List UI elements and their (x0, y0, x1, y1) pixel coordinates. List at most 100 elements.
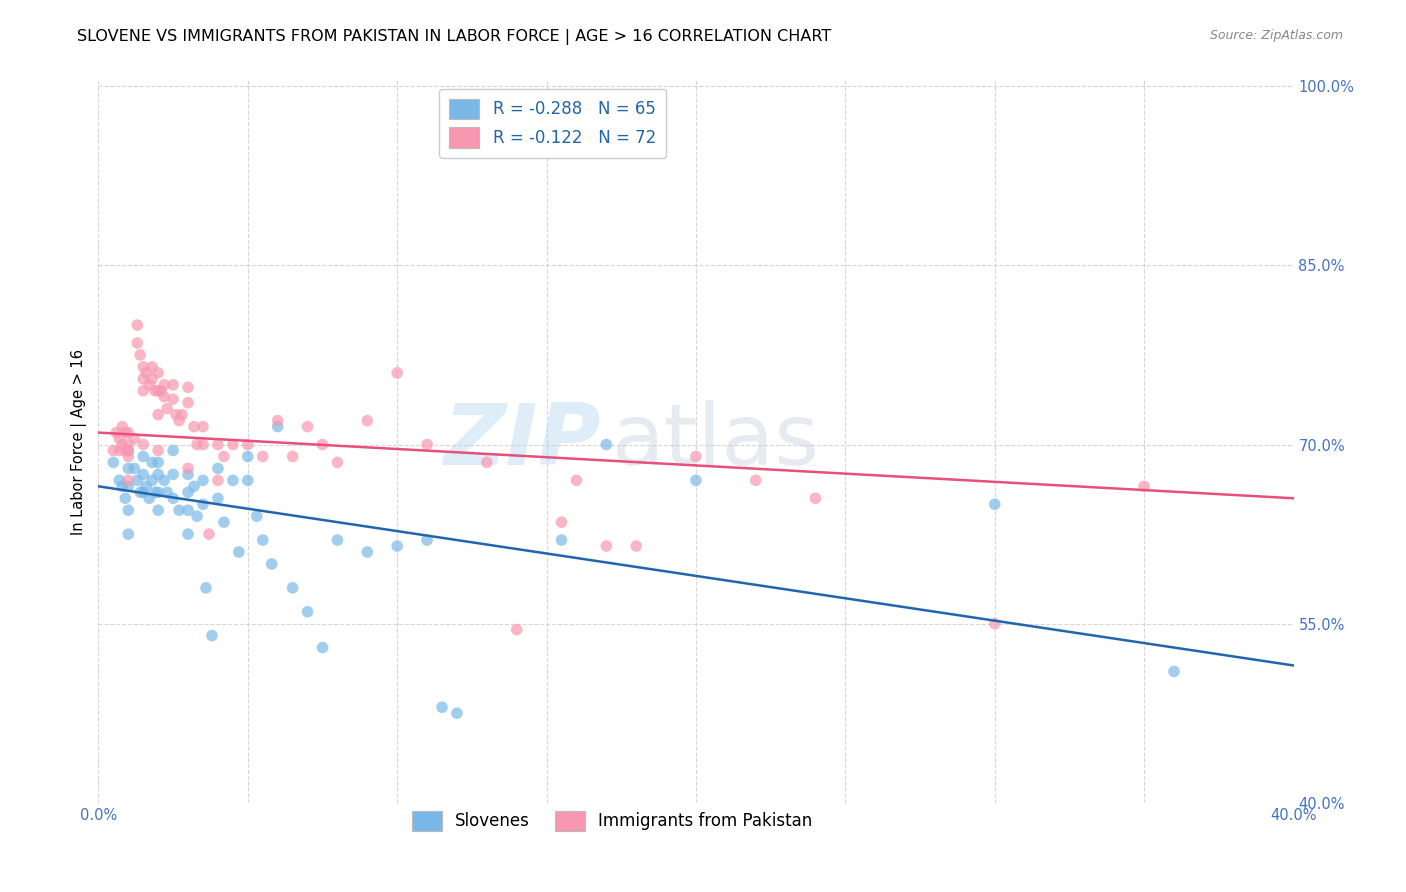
Point (111, 479, 134, 493)
Point (114, 491, 136, 506)
Point (416, 533, 439, 547)
Point (162, 491, 184, 506)
Point (195, 581, 218, 595)
Point (127, 474, 149, 488)
Point (162, 377, 184, 392)
Point (326, 533, 349, 547)
Point (222, 474, 245, 488)
Point (506, 623, 529, 637)
Point (108, 432, 131, 446)
Point (550, 533, 572, 547)
Point (550, 515, 572, 529)
Point (207, 474, 229, 488)
Point (114, 443, 136, 458)
Point (117, 503, 139, 517)
Point (177, 485, 200, 500)
Point (117, 461, 139, 475)
Point (141, 372, 163, 386)
Point (183, 479, 205, 493)
Point (267, 419, 290, 434)
Point (132, 467, 155, 482)
Point (111, 437, 134, 451)
Point (148, 366, 170, 380)
Point (167, 503, 190, 517)
Point (191, 474, 214, 488)
Point (745, 474, 768, 488)
Point (356, 545, 378, 559)
Point (191, 437, 214, 451)
Point (167, 414, 190, 428)
Point (201, 629, 224, 643)
Point (111, 419, 134, 434)
Point (103, 443, 125, 458)
Point (207, 491, 229, 506)
Point (311, 437, 333, 451)
Point (117, 474, 139, 488)
Point (186, 437, 208, 451)
Point (191, 419, 214, 434)
Point (297, 605, 319, 619)
Point (177, 395, 200, 409)
Y-axis label: In Labor Force | Age > 16: In Labor Force | Age > 16 (72, 349, 87, 534)
Point (129, 485, 152, 500)
Text: SLOVENE VS IMMIGRANTS FROM PAKISTAN IN LABOR FORCE | AGE > 16 CORRELATION CHART: SLOVENE VS IMMIGRANTS FROM PAKISTAN IN L… (77, 29, 831, 45)
Point (198, 527, 221, 541)
Point (156, 485, 179, 500)
Point (117, 443, 139, 458)
Point (281, 450, 304, 464)
Point (252, 533, 274, 547)
Point (135, 479, 157, 493)
Point (162, 443, 184, 458)
Point (685, 474, 707, 488)
Point (138, 491, 160, 506)
Point (311, 640, 333, 655)
Point (141, 359, 163, 374)
Point (148, 408, 170, 422)
Point (207, 461, 229, 475)
Point (177, 380, 200, 394)
Point (326, 455, 349, 469)
Point (148, 503, 170, 517)
Point (984, 616, 1007, 631)
Point (267, 414, 290, 428)
Point (236, 437, 259, 451)
Point (177, 461, 200, 475)
Point (207, 437, 229, 451)
Point (565, 474, 588, 488)
Point (114, 425, 136, 440)
Point (186, 509, 208, 524)
Point (132, 372, 155, 386)
Point (143, 384, 166, 398)
Point (108, 474, 131, 488)
Point (804, 491, 827, 506)
Point (236, 450, 259, 464)
Point (212, 515, 235, 529)
Point (177, 503, 200, 517)
Text: ZIP: ZIP (443, 400, 600, 483)
Point (124, 432, 146, 446)
Point (148, 443, 170, 458)
Point (260, 557, 283, 571)
Point (236, 474, 259, 488)
Point (138, 377, 160, 392)
Point (685, 450, 707, 464)
Point (246, 509, 269, 524)
Point (177, 467, 200, 482)
Point (117, 450, 139, 464)
Point (148, 455, 170, 469)
Point (595, 539, 617, 553)
Point (148, 485, 170, 500)
Point (132, 437, 155, 451)
Point (141, 455, 163, 469)
Point (356, 414, 378, 428)
Legend: Slovenes, Immigrants from Pakistan: Slovenes, Immigrants from Pakistan (405, 805, 820, 838)
Point (191, 497, 214, 511)
Point (103, 455, 125, 469)
Point (141, 474, 163, 488)
Text: atlas: atlas (613, 400, 820, 483)
Point (156, 401, 179, 416)
Point (153, 390, 176, 404)
Point (132, 384, 155, 398)
Point (626, 539, 648, 553)
Point (143, 485, 166, 500)
